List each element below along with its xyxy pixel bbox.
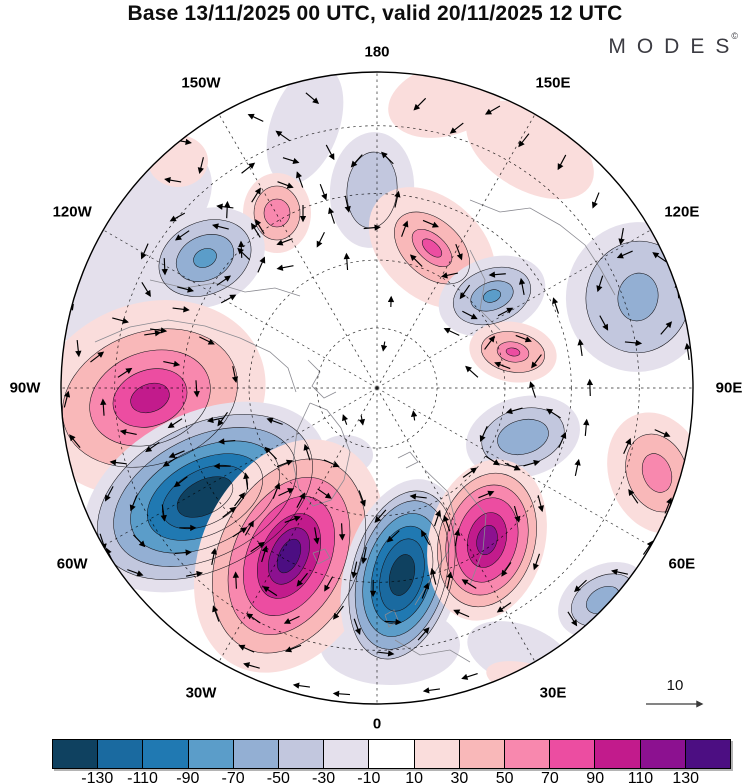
colorbar-tick-90: 90 bbox=[586, 770, 605, 783]
reference-vector: 10 bbox=[646, 677, 704, 708]
meridian-label-120E: 120E bbox=[664, 204, 699, 221]
colorbar-tick--30: -30 bbox=[312, 770, 336, 783]
colorbar-cell-10 bbox=[505, 740, 551, 768]
colorbar-cell-7 bbox=[369, 740, 415, 768]
colorbar-tick-50: 50 bbox=[495, 770, 514, 783]
colorbar-cell-11 bbox=[550, 740, 596, 768]
colorbar-tick-30: 30 bbox=[450, 770, 469, 783]
colorbar-cell-1 bbox=[98, 740, 144, 768]
meridian-label-60W: 60W bbox=[57, 556, 89, 573]
chart-title: Base 13/11/2025 00 UTC, valid 20/11/2025… bbox=[127, 2, 623, 25]
colorbar-tick-130: 130 bbox=[672, 770, 700, 783]
colorbar-tick-110: 110 bbox=[627, 770, 654, 783]
meridian-label-30W: 30W bbox=[186, 684, 218, 701]
colorbar-tick--110: -110 bbox=[127, 770, 158, 783]
copyright-mark: © bbox=[731, 31, 738, 41]
modes-logo: MODES© bbox=[608, 31, 741, 58]
meridian-label-150W: 150W bbox=[181, 75, 221, 92]
meridian-label-90W: 90W bbox=[10, 380, 42, 397]
colorbar-tick--70: -70 bbox=[221, 770, 245, 783]
colorbar bbox=[52, 739, 731, 769]
colorbar-tick--50: -50 bbox=[266, 770, 290, 783]
colorbar-cell-14 bbox=[685, 740, 731, 768]
meridian-label-90E: 90E bbox=[716, 380, 743, 397]
meridian-label-30E: 30E bbox=[540, 684, 567, 701]
colorbar-cell-13 bbox=[640, 740, 686, 768]
colorbar-cell-3 bbox=[188, 740, 234, 768]
meridian-label-150E: 150E bbox=[535, 75, 570, 92]
colorbar-cell-0 bbox=[53, 740, 99, 768]
colorbar-cell-4 bbox=[233, 740, 280, 768]
meridian-label-0: 0 bbox=[373, 716, 381, 733]
meridian-label-180: 180 bbox=[364, 44, 389, 61]
meridian-label-60E: 60E bbox=[668, 556, 695, 573]
colorbar-cell-12 bbox=[595, 740, 641, 768]
colorbar-tick--90: -90 bbox=[176, 770, 200, 783]
colorbar-cell-8 bbox=[414, 740, 460, 768]
colorbar-cell-2 bbox=[143, 740, 189, 768]
polar-map: 180 150E 120E 90E 60E 30E 0 30W 60W 90W 120W 150W 10 bbox=[10, 44, 743, 733]
colorbar-cell-6 bbox=[324, 740, 370, 768]
colorbar-tick-10: 10 bbox=[405, 770, 424, 783]
colorbar-tick-labels: -130 -110 -90 -70 -50 -30 -10 10 30 50 70 90 110 130 bbox=[52, 770, 731, 783]
colorbar-cell-5 bbox=[279, 740, 325, 768]
svg-text:10: 10 bbox=[667, 677, 684, 694]
colorbar-tick--130: -130 bbox=[81, 770, 114, 783]
colorbar-tick--10: -10 bbox=[357, 770, 381, 783]
colorbar-cell-9 bbox=[459, 740, 506, 768]
colorbar-tick-70: 70 bbox=[541, 770, 559, 783]
meridian-label-120W: 120W bbox=[53, 204, 93, 221]
